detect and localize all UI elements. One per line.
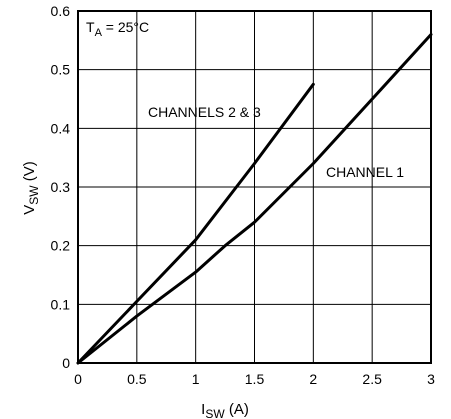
- y-tick-label: 0.3: [51, 179, 71, 195]
- condition-label: TA = 25°C: [86, 19, 149, 39]
- x-tick-label: 2: [309, 371, 317, 387]
- series-line-channel-1: [76, 33, 433, 365]
- x-tick-label: 2.5: [362, 371, 382, 387]
- x-tick-label: 0: [74, 371, 82, 387]
- y-tick-label: 0.2: [51, 238, 71, 254]
- y-tick-label: 0.6: [51, 3, 71, 19]
- series-line-channels-2-3: [76, 82, 315, 365]
- series-label-channel-1: CHANNEL 1: [326, 164, 404, 180]
- x-tick-label: 0.5: [127, 371, 147, 387]
- y-tick-labels: 0 0.1 0.2 0.3 0.4 0.5 0.6: [51, 3, 71, 371]
- grid: [77, 10, 432, 364]
- plot-frame: [77, 10, 432, 364]
- y-tick-label: 0.1: [51, 296, 71, 312]
- series-lines: [76, 33, 433, 365]
- x-axis-label: ISW (A): [201, 401, 249, 419]
- y-tick-label: 0.5: [51, 62, 71, 78]
- x-tick-labels: 0 0.5 1 1.5 2 2.5 3: [74, 371, 435, 387]
- series-label-channels-2-3: CHANNELS 2 & 3: [148, 104, 261, 120]
- x-tick-label: 3: [427, 371, 435, 387]
- y-axis-label: VSW (V): [21, 161, 41, 215]
- x-tick-label: 1.5: [245, 371, 265, 387]
- y-tick-label: 0.4: [51, 120, 71, 136]
- y-tick-label: 0: [62, 355, 70, 371]
- x-tick-label: 1: [192, 371, 200, 387]
